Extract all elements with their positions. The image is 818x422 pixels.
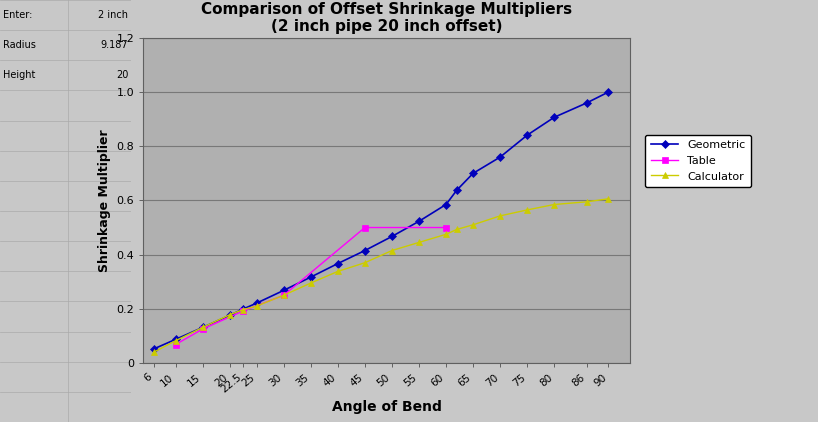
Text: 9.187: 9.187	[101, 40, 128, 50]
Calculator	[306, 281, 316, 286]
Geometric	[441, 202, 451, 207]
Calculator	[149, 349, 159, 354]
Table	[238, 308, 248, 314]
Calculator	[604, 196, 614, 201]
Calculator	[441, 232, 451, 237]
Legend: Geometric, Table, Calculator: Geometric, Table, Calculator	[645, 135, 751, 187]
Geometric	[149, 346, 159, 352]
Geometric	[238, 306, 248, 311]
Geometric	[468, 171, 478, 176]
Geometric	[225, 313, 235, 318]
Table	[441, 225, 451, 230]
Geometric	[582, 100, 591, 106]
Table	[279, 293, 289, 298]
Geometric	[549, 115, 559, 120]
Calculator	[549, 202, 559, 207]
Calculator	[252, 303, 262, 308]
Text: Radius: Radius	[2, 40, 35, 50]
Geometric	[279, 288, 289, 293]
Table	[198, 327, 208, 332]
Geometric	[452, 188, 461, 193]
Calculator	[198, 325, 208, 330]
Calculator	[468, 222, 478, 227]
Calculator	[279, 293, 289, 298]
Calculator	[495, 214, 505, 219]
Geometric	[333, 261, 343, 266]
Table	[171, 342, 181, 347]
Calculator	[238, 307, 248, 312]
Text: 20: 20	[116, 70, 128, 80]
Geometric	[522, 133, 532, 138]
Text: 2 inch: 2 inch	[98, 10, 128, 20]
Text: Enter:: Enter:	[2, 10, 32, 20]
Geometric	[414, 219, 424, 224]
Geometric	[306, 275, 316, 280]
Geometric	[171, 337, 181, 342]
Text: Height: Height	[2, 70, 35, 80]
Calculator	[522, 207, 532, 212]
Geometric	[387, 234, 397, 239]
Calculator	[333, 269, 343, 274]
Line: Table: Table	[172, 224, 449, 348]
Calculator	[452, 227, 461, 232]
X-axis label: Angle of Bend: Angle of Bend	[331, 400, 442, 414]
Table	[360, 225, 370, 230]
Calculator	[225, 312, 235, 317]
Geometric	[360, 248, 370, 253]
Geometric	[495, 154, 505, 160]
Calculator	[387, 248, 397, 253]
Geometric	[198, 325, 208, 330]
Line: Geometric: Geometric	[151, 89, 611, 352]
Geometric	[252, 300, 262, 306]
Calculator	[360, 260, 370, 265]
Title: Comparison of Offset Shrinkage Multipliers
(2 inch pipe 20 inch offset): Comparison of Offset Shrinkage Multiplie…	[201, 2, 572, 34]
Calculator	[414, 240, 424, 245]
Geometric	[604, 89, 614, 95]
Y-axis label: Shrinkage Multiplier: Shrinkage Multiplier	[98, 129, 110, 272]
Line: Calculator: Calculator	[151, 195, 612, 356]
Calculator	[171, 338, 181, 343]
Calculator	[582, 199, 591, 204]
